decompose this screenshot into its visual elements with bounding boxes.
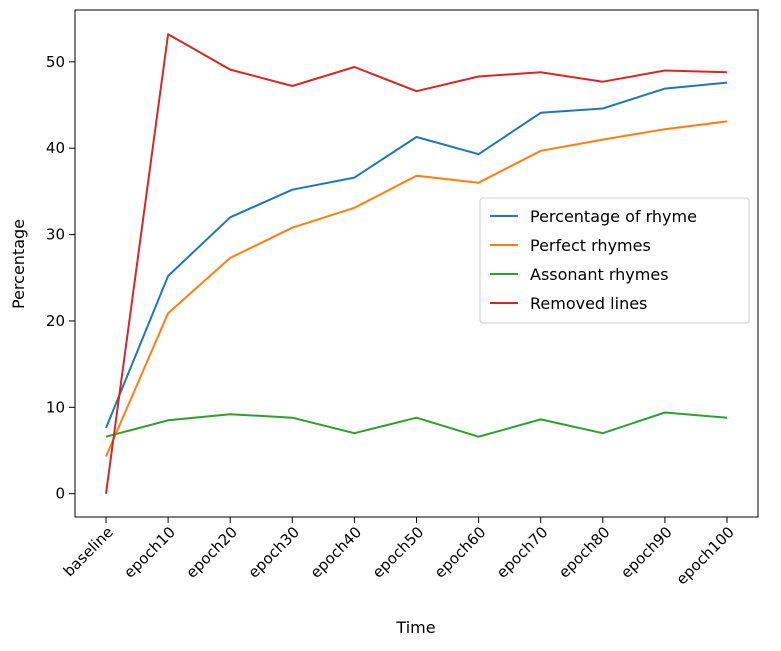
y-tick-label: 20 bbox=[46, 312, 65, 330]
y-axis-label: Percentage bbox=[9, 219, 28, 309]
series-line-2 bbox=[105, 411, 728, 438]
x-tick-label: epoch100 bbox=[673, 523, 738, 588]
x-axis-label: Time bbox=[395, 618, 435, 637]
x-tick-label: epoch20 bbox=[182, 523, 241, 582]
series-layer bbox=[105, 33, 728, 494]
x-tick-label: epoch30 bbox=[245, 523, 304, 582]
legend: Percentage of rhyme Perfect rhymes Assonan… bbox=[479, 197, 750, 324]
series-line-3 bbox=[105, 33, 728, 494]
x-tick-label: epoch60 bbox=[431, 523, 490, 582]
y-tick-label: 30 bbox=[46, 226, 65, 244]
legend-label: Perfect rhymes bbox=[530, 236, 651, 255]
x-tick-label: baseline bbox=[60, 523, 117, 580]
x-tick-label: epoch50 bbox=[369, 523, 428, 582]
y-tick-label: 50 bbox=[46, 53, 65, 71]
legend-label: Percentage of rhyme bbox=[530, 207, 697, 226]
legend-box bbox=[479, 197, 750, 324]
y-tick-label: 40 bbox=[46, 139, 65, 157]
x-tick-label: epoch10 bbox=[120, 523, 179, 582]
x-tick-label: epoch70 bbox=[493, 523, 552, 582]
x-tick-label: epoch90 bbox=[617, 523, 676, 582]
series-line-0 bbox=[105, 81, 728, 429]
legend-label: Removed lines bbox=[530, 294, 647, 313]
y-tick-label: 10 bbox=[46, 398, 65, 416]
x-tick-label: epoch40 bbox=[307, 523, 366, 582]
y-tick-label: 0 bbox=[55, 485, 65, 503]
series-line-1 bbox=[105, 120, 728, 457]
x-tick-label: epoch80 bbox=[555, 523, 614, 582]
legend-label: Assonant rhymes bbox=[530, 265, 669, 284]
